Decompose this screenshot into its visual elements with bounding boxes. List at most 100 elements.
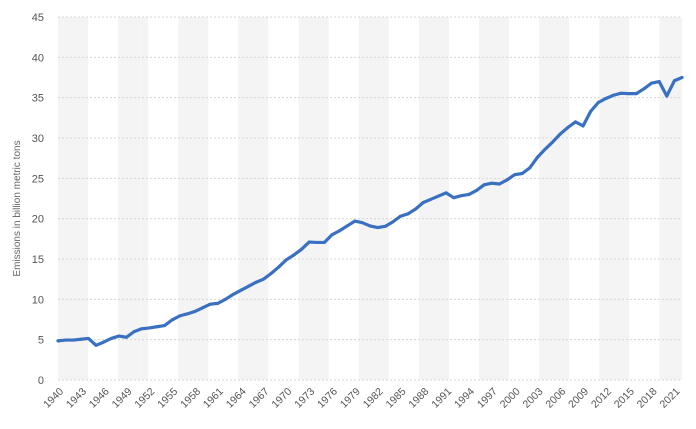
data-point: [201, 306, 205, 310]
x-tick-label: 2015: [612, 386, 637, 411]
x-tick-label: 2021: [658, 386, 683, 411]
x-axis-tick-labels: 1940194319461949195219551958196119641967…: [41, 386, 683, 411]
data-point: [345, 224, 349, 228]
data-point: [102, 340, 106, 344]
x-tick-label: 1979: [338, 386, 363, 411]
x-tick-label: 2000: [498, 386, 523, 411]
y-tick-label: 40: [32, 52, 44, 64]
data-point: [368, 224, 372, 228]
column-band: [245, 17, 254, 380]
x-tick-label: 2012: [589, 386, 614, 411]
x-tick-label: 1985: [384, 386, 409, 411]
column-band: [58, 17, 66, 380]
data-point: [665, 94, 669, 98]
data-point: [391, 220, 395, 224]
x-tick-label: 1958: [178, 386, 203, 411]
column-band: [253, 17, 261, 380]
x-tick-label: 1952: [132, 386, 157, 411]
data-point: [170, 318, 174, 322]
data-point: [338, 229, 342, 233]
data-point: [406, 212, 410, 216]
data-point: [315, 240, 319, 244]
data-point: [452, 196, 456, 200]
data-point: [589, 109, 593, 113]
y-tick-label: 20: [32, 214, 44, 226]
column-band: [373, 17, 382, 380]
data-point: [117, 334, 121, 338]
data-point: [376, 226, 380, 230]
data-point: [330, 233, 334, 237]
y-tick-label: 45: [32, 12, 44, 24]
x-tick-label: 1949: [110, 386, 135, 411]
data-point: [581, 124, 585, 128]
data-point: [650, 81, 654, 85]
column-band: [554, 17, 562, 380]
data-point: [543, 147, 547, 151]
data-point: [627, 92, 631, 96]
data-point: [528, 166, 532, 170]
data-point: [383, 224, 387, 228]
data-point: [86, 336, 90, 340]
data-point: [459, 194, 463, 198]
column-band: [433, 17, 442, 380]
column-band: [125, 17, 134, 380]
data-point: [64, 338, 68, 342]
data-point: [475, 188, 479, 192]
y-tick-label: 0: [38, 375, 44, 387]
column-band: [606, 17, 615, 380]
column-band: [260, 17, 269, 380]
y-tick-label: 5: [38, 335, 44, 347]
data-point: [596, 101, 600, 105]
x-tick-label: 1976: [315, 386, 340, 411]
data-point: [132, 330, 136, 334]
x-tick-label: 1967: [247, 386, 272, 411]
data-point: [223, 297, 227, 301]
data-point: [284, 258, 288, 262]
column-band: [185, 17, 194, 380]
data-point: [421, 201, 425, 205]
data-point: [558, 132, 562, 136]
x-tick-label: 1961: [201, 386, 226, 411]
data-point: [535, 155, 539, 159]
data-point: [490, 181, 494, 185]
data-point: [147, 326, 151, 330]
column-band: [133, 17, 141, 380]
x-tick-label: 2018: [635, 386, 660, 411]
x-tick-label: 2003: [521, 386, 546, 411]
data-point: [612, 93, 616, 97]
y-tick-label: 35: [32, 93, 44, 105]
series-group: [56, 75, 684, 347]
column-band: [178, 17, 186, 380]
y-axis-tick-labels: 0 5 10 15 20 25 30 35 40 45: [32, 12, 44, 387]
column-band: [193, 17, 201, 380]
column-band: [614, 17, 622, 380]
data-point: [124, 335, 128, 339]
data-point: [482, 183, 486, 187]
data-point: [353, 219, 357, 223]
data-point: [551, 140, 555, 144]
column-band: [298, 17, 307, 380]
column-band: [539, 17, 547, 380]
data-point: [444, 191, 448, 195]
horizontal-gridlines: [58, 16, 682, 381]
x-tick-label: 1943: [64, 386, 89, 411]
data-point: [566, 126, 570, 130]
data-point: [429, 197, 433, 201]
x-tick-label: 1970: [269, 386, 294, 411]
x-tick-label: 1991: [429, 386, 454, 411]
x-tick-label: 1973: [292, 386, 317, 411]
y-axis-label: Emissions in billion metric tons: [12, 140, 23, 276]
data-point: [163, 324, 167, 328]
x-tick-label: 2009: [566, 386, 591, 411]
column-band: [666, 17, 675, 380]
column-band: [621, 17, 630, 380]
column-band: [486, 17, 495, 380]
data-point: [436, 194, 440, 198]
data-point: [94, 343, 98, 347]
x-tick-label: 1997: [475, 386, 500, 411]
column-band: [418, 17, 427, 380]
x-tick-label: 1940: [41, 386, 66, 411]
column-band: [561, 17, 570, 380]
data-point: [497, 182, 501, 186]
